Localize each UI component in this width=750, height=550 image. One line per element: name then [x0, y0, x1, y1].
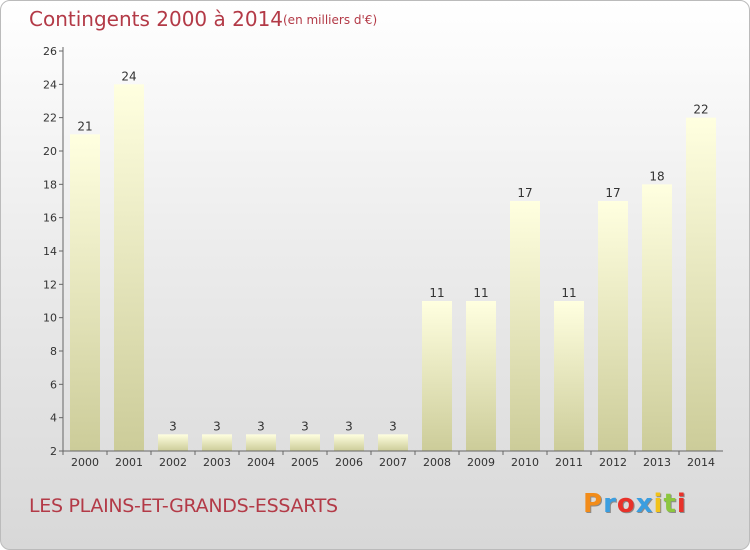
bar-2013: [642, 184, 672, 452]
bar-2002: [158, 434, 188, 451]
bar-2000: [70, 134, 100, 452]
y-tick-label-18: 18: [43, 178, 57, 191]
x-tick-label-2011: 2011: [555, 456, 583, 469]
bar-2011: [554, 301, 584, 451]
y-tick-label-20: 20: [43, 145, 57, 158]
logo-letter: r: [603, 489, 617, 519]
logo-letter: i: [653, 489, 664, 519]
bar-2008: [422, 301, 452, 451]
commune-name: LES PLAINS-ET-GRANDS-ESSARTS: [29, 495, 338, 517]
x-tick-label-2012: 2012: [599, 456, 627, 469]
x-tick-label-2001: 2001: [115, 456, 143, 469]
x-tick-label-2013: 2013: [643, 456, 671, 469]
x-tick-label-2003: 2003: [203, 456, 231, 469]
y-tick-label-8: 8: [50, 345, 57, 358]
y-tick-label-10: 10: [43, 312, 57, 325]
bar-2009: [466, 301, 496, 451]
x-tick-label-2014: 2014: [687, 456, 715, 469]
bar-2010: [510, 201, 540, 451]
logo-letter: i: [676, 489, 687, 519]
x-tick-label-2000: 2000: [71, 456, 99, 469]
bar-2003: [202, 434, 232, 451]
y-tick-label-4: 4: [50, 412, 57, 425]
value-label-2007: 3: [389, 419, 397, 433]
logo-letter: P: [583, 489, 604, 519]
chart-subtitle: (en milliers d'€): [283, 13, 378, 27]
x-tick-label-2002: 2002: [159, 456, 187, 469]
x-tick-label-2009: 2009: [467, 456, 495, 469]
logo-letter: x: [635, 489, 654, 519]
value-label-2000: 21: [77, 119, 92, 133]
bar-2007: [378, 434, 408, 451]
bar-2012: [598, 201, 628, 451]
chart-title: Contingents 2000 à 2014: [29, 7, 284, 31]
y-tick-label-22: 22: [43, 112, 57, 125]
bar-2001: [114, 84, 144, 451]
x-tick-label-2008: 2008: [423, 456, 451, 469]
y-tick-label-26: 26: [43, 45, 57, 58]
value-label-2011: 11: [561, 286, 576, 300]
value-label-2013: 18: [649, 169, 664, 183]
value-label-2009: 11: [473, 286, 488, 300]
value-label-2014: 22: [693, 103, 708, 117]
proxiti-logo[interactable]: Proxiti: [583, 489, 687, 519]
value-label-2010: 17: [517, 186, 532, 200]
value-label-2012: 17: [605, 186, 620, 200]
value-label-2003: 3: [213, 419, 221, 433]
y-tick-label-12: 12: [43, 278, 57, 291]
bar-2006: [334, 434, 364, 451]
x-tick-label-2006: 2006: [335, 456, 363, 469]
bar-2014: [686, 117, 716, 452]
y-tick-label-2: 2: [50, 445, 57, 458]
x-tick-label-2010: 2010: [511, 456, 539, 469]
value-label-2008: 11: [429, 286, 444, 300]
x-tick-label-2007: 2007: [379, 456, 407, 469]
y-tick-label-6: 6: [50, 378, 57, 391]
y-tick-label-14: 14: [43, 245, 57, 258]
y-tick-label-24: 24: [43, 78, 57, 91]
value-label-2005: 3: [301, 419, 309, 433]
value-label-2002: 3: [169, 419, 177, 433]
value-label-2001: 24: [121, 69, 136, 83]
value-label-2004: 3: [257, 419, 265, 433]
logo-letter: o: [616, 489, 636, 519]
y-tick-label-16: 16: [43, 212, 57, 225]
x-tick-label-2004: 2004: [247, 456, 275, 469]
bar-2005: [290, 434, 320, 451]
logo-letter: t: [663, 489, 677, 519]
x-tick-label-2005: 2005: [291, 456, 319, 469]
value-label-2006: 3: [345, 419, 353, 433]
bar-2004: [246, 434, 276, 451]
